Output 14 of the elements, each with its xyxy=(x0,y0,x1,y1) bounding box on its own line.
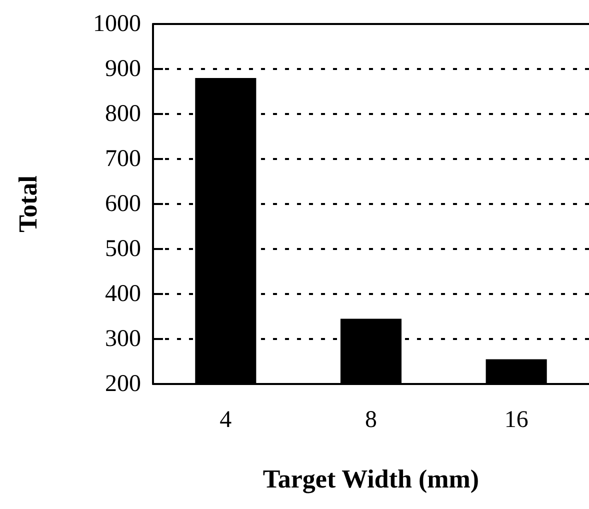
y-tick-label: 900 xyxy=(105,56,141,82)
y-tick-label: 400 xyxy=(105,281,141,307)
y-tick-label: 600 xyxy=(105,191,141,217)
y-tick-label: 1000 xyxy=(93,11,141,37)
x-tick-label: 16 xyxy=(504,407,528,433)
y-axis-title: Total xyxy=(14,176,42,232)
y-tick-label: 700 xyxy=(105,146,141,172)
y-tick-label: 300 xyxy=(105,326,141,352)
y-tick-label: 800 xyxy=(105,101,141,127)
x-axis-title: Target Width (mm) xyxy=(262,464,480,494)
x-tick-label: 4 xyxy=(220,407,232,433)
y-tick-label: 200 xyxy=(105,371,141,397)
y-tick-label: 500 xyxy=(105,236,141,262)
x-tick-label: 8 xyxy=(365,407,377,433)
